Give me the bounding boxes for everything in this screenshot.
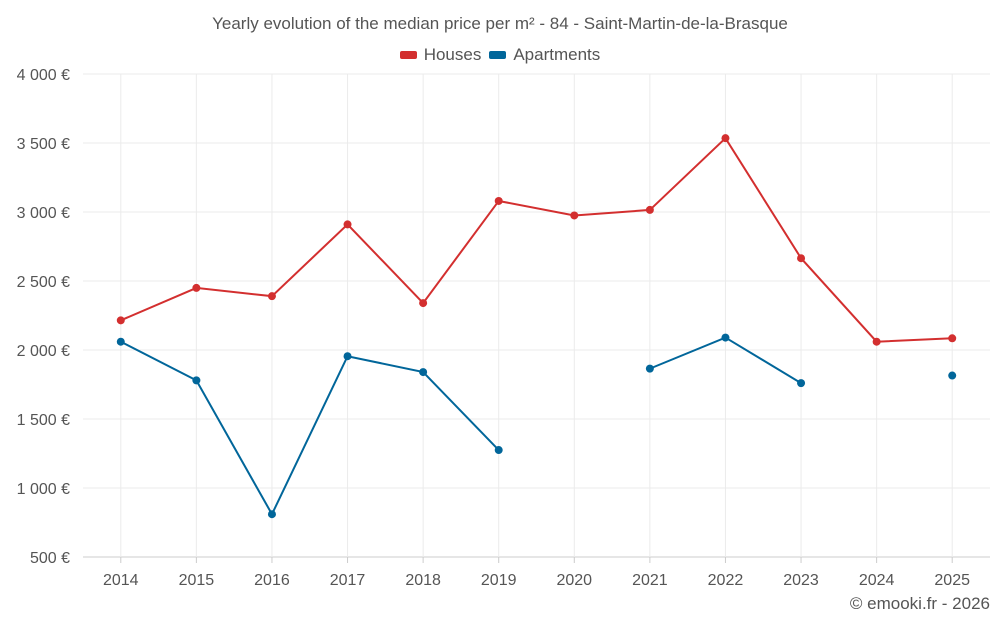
x-tick-label: 2019	[481, 572, 517, 589]
chart-legend: Houses Apartments	[0, 45, 1000, 65]
y-tick-label: 4 000 €	[17, 67, 70, 84]
footer-credit: © emooki.fr - 2026	[849, 594, 990, 613]
legend-swatch-houses	[399, 51, 417, 59]
x-tick-label: 2024	[859, 572, 895, 589]
data-point-houses	[419, 299, 428, 308]
data-point-apartments	[948, 371, 957, 380]
data-point-houses	[267, 292, 276, 301]
y-tick-label: 2 000 €	[17, 343, 70, 360]
legend-label-apartments: Apartments	[513, 45, 601, 64]
data-point-houses	[948, 334, 957, 343]
legend-label-houses: Houses	[423, 45, 482, 64]
x-tick-label: 2023	[783, 572, 819, 589]
x-tick-label: 2020	[556, 572, 592, 589]
data-point-houses	[645, 205, 654, 214]
data-point-houses	[721, 134, 730, 143]
legend-item-apartments[interactable]: Apartments	[489, 45, 600, 65]
y-tick-label: 1 500 €	[17, 412, 70, 429]
x-tick-label: 2018	[405, 572, 441, 589]
data-point-houses	[192, 283, 201, 292]
data-point-apartments	[419, 368, 428, 377]
data-point-houses	[116, 316, 125, 325]
data-point-apartments	[343, 352, 352, 361]
y-tick-label: 500 €	[30, 550, 70, 567]
data-point-houses	[343, 220, 352, 229]
y-tick-label: 1 000 €	[17, 481, 70, 498]
x-tick-label: 2014	[103, 572, 139, 589]
data-point-apartments	[645, 364, 654, 373]
data-point-apartments	[116, 337, 125, 346]
legend-item-houses[interactable]: Houses	[399, 45, 482, 65]
x-tick-label: 2016	[254, 572, 290, 589]
x-tick-label: 2025	[934, 572, 970, 589]
y-tick-label: 2 500 €	[17, 274, 70, 291]
data-point-apartments	[797, 379, 806, 388]
x-tick-label: 2015	[179, 572, 215, 589]
legend-swatch-apartments	[489, 51, 507, 59]
data-point-apartments	[192, 376, 201, 385]
y-tick-label: 3 500 €	[17, 136, 70, 153]
x-tick-label: 2017	[330, 572, 366, 589]
data-point-apartments	[494, 446, 503, 455]
data-point-houses	[570, 211, 579, 220]
data-point-apartments	[721, 333, 730, 342]
data-point-apartments	[267, 510, 276, 519]
series-line-houses	[120, 136, 953, 343]
y-tick-label: 3 000 €	[17, 205, 70, 222]
data-point-houses	[494, 196, 503, 205]
data-point-houses	[872, 337, 881, 346]
chart-title: Yearly evolution of the median price per…	[212, 14, 788, 33]
x-tick-label: 2021	[632, 572, 668, 589]
x-tick-label: 2022	[708, 572, 744, 589]
data-point-houses	[797, 254, 806, 263]
series-line-apartments	[120, 340, 500, 517]
